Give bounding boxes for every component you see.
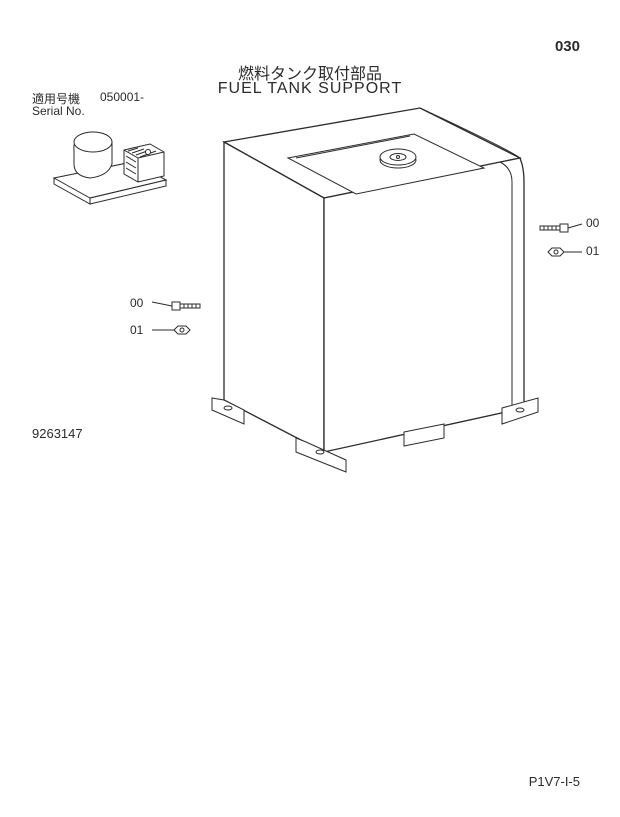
figure <box>0 0 620 817</box>
tank-main <box>212 108 538 472</box>
callout-left-00: 00 <box>130 296 143 310</box>
locator-icon <box>54 132 166 204</box>
page: 030 燃料タンク取付部品 FUEL TANK SUPPORT 適用号機 050… <box>0 0 620 817</box>
callout-right-00: 00 <box>586 216 599 230</box>
callout-right-01: 01 <box>586 244 599 258</box>
bolt-left <box>152 302 200 334</box>
bolt-right <box>540 224 582 256</box>
callout-left-01: 01 <box>130 323 143 337</box>
